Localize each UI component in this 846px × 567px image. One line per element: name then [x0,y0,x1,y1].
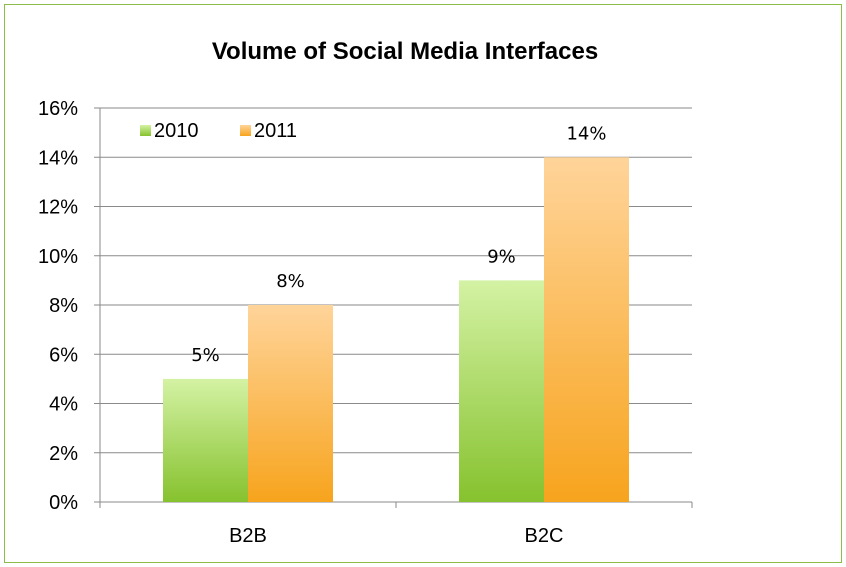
y-tick-label: 14% [38,147,78,169]
y-tick-label: 16% [38,98,78,120]
data-label: 8% [276,271,305,292]
x-tick-label: B2C [525,525,564,547]
y-tick-label: 8% [49,295,78,317]
bar-2010-B2B [163,378,248,502]
data-label: 5% [191,345,220,366]
bar-2010-B2C [459,280,544,502]
y-tick-label: 4% [49,394,78,416]
y-tick-label: 0% [49,492,78,514]
legend-swatch-2010 [140,125,151,136]
y-tick-label: 10% [38,246,78,268]
y-tick-label: 2% [49,443,78,465]
data-label: 9% [487,246,516,267]
chart-frame [4,4,842,563]
data-label: 14% [566,123,606,144]
y-tick-label: 12% [38,197,78,219]
chart-title: Volume of Social Media Interfaces [211,38,599,65]
legend-label: 2010 [154,120,199,142]
x-tick-label: B2B [229,525,267,547]
legend-swatch-2011 [240,125,251,136]
legend-label: 2011 [254,120,297,142]
y-tick-label: 6% [49,344,78,366]
bar-2011-B2B [248,305,333,502]
bar-2011-B2C [544,157,629,502]
